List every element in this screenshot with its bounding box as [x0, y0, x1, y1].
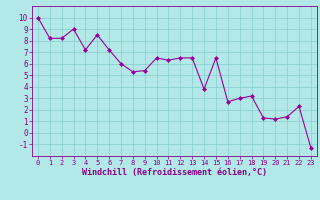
X-axis label: Windchill (Refroidissement éolien,°C): Windchill (Refroidissement éolien,°C)	[82, 168, 267, 177]
